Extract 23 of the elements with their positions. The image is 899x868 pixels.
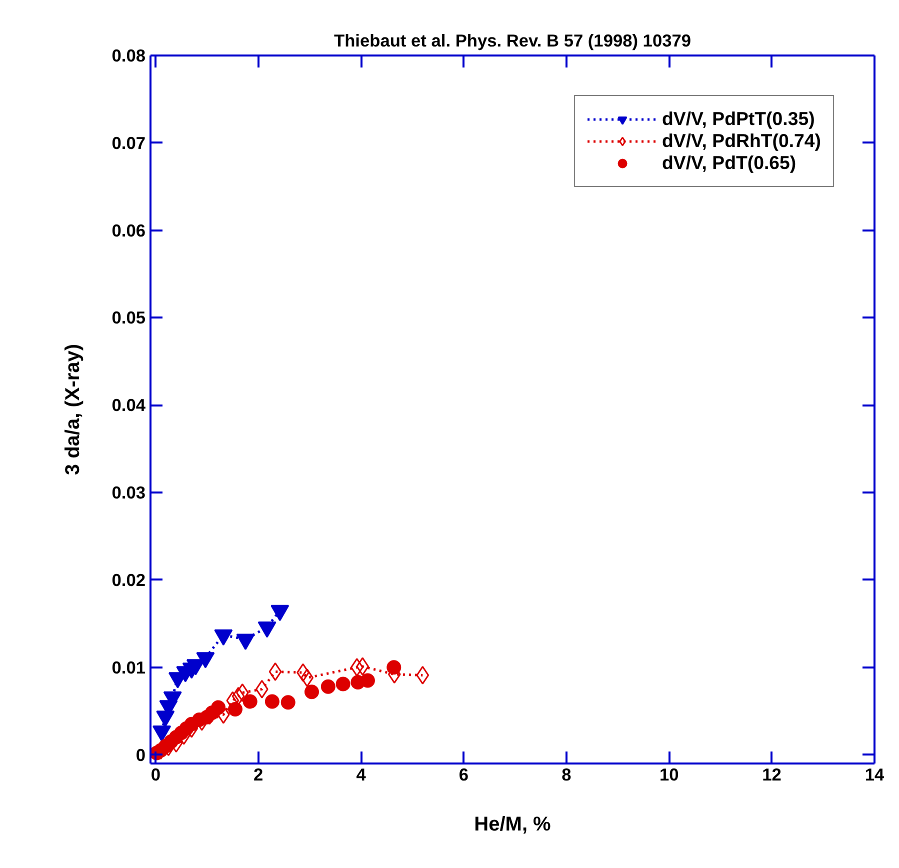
x-axis-title: He/M, %: [474, 814, 552, 836]
legend-label: dV/V, PdPtT(0.35): [662, 108, 815, 130]
y-tick-label: 0.07: [112, 132, 146, 153]
y-tick-label: 0.06: [112, 220, 146, 240]
y-tick-label: 0.08: [112, 46, 146, 66]
y-tick-label: 0.02: [112, 570, 146, 590]
x-tick-label: 4: [356, 764, 366, 784]
x-tick-label: 12: [762, 764, 782, 784]
legend-label: dV/V, PdT(0.65): [662, 152, 796, 174]
x-tick-label: 14: [864, 764, 884, 784]
y-axis-title: 3 da/a, (X-ray): [62, 344, 84, 476]
y-tick-label: 0.04: [112, 395, 146, 416]
x-tick-label: 0: [150, 764, 160, 784]
y-tick-label: 0.03: [112, 482, 146, 503]
y-tick-label: 0.05: [112, 308, 146, 328]
x-tick-label: 6: [458, 764, 469, 784]
y-tick-label: 0.01: [112, 657, 146, 678]
x-tick-label: 10: [659, 764, 679, 784]
chart-title: Thiebaut et al. Phys. Rev. B 57 (1998) 10379: [334, 30, 691, 50]
y-tick-label: 0: [136, 744, 146, 765]
legend-label: dV/V, PdRhT(0.74): [662, 130, 821, 152]
x-tick-label: 8: [562, 764, 572, 784]
x-tick-label: 2: [254, 764, 264, 784]
